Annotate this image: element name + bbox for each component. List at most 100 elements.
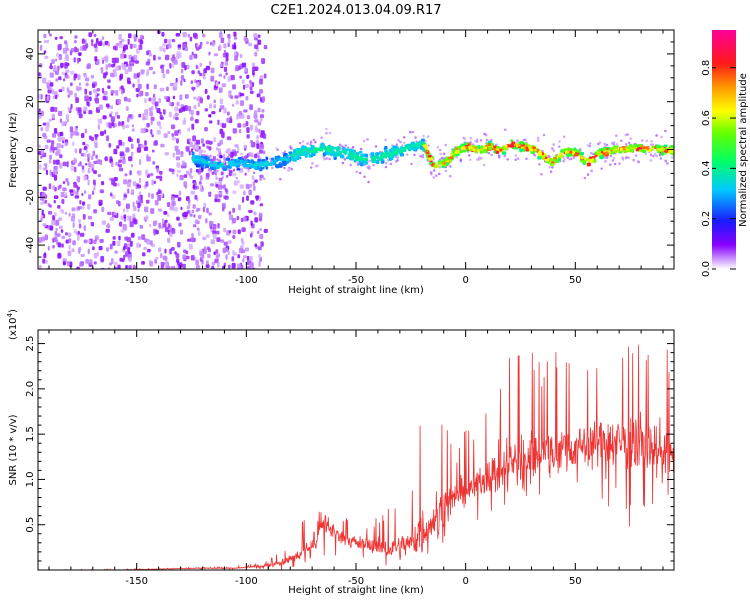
signal-cell bbox=[244, 161, 247, 164]
noise-cell bbox=[178, 190, 182, 196]
noise-cell bbox=[259, 256, 262, 262]
noise-cell bbox=[131, 124, 134, 128]
noise-cell bbox=[108, 177, 111, 181]
noise-cell bbox=[173, 115, 176, 120]
signal-cell bbox=[259, 164, 263, 167]
signal-halo-cell bbox=[438, 172, 441, 176]
signal-cell bbox=[195, 155, 200, 159]
noise-cell bbox=[90, 163, 95, 169]
noise-cell bbox=[240, 237, 244, 244]
noise-cell bbox=[240, 217, 244, 223]
noise-cell bbox=[239, 100, 244, 107]
noise-cell bbox=[142, 113, 145, 117]
noise-cell bbox=[227, 76, 231, 82]
noise-cell bbox=[232, 250, 235, 256]
signal-cell bbox=[309, 147, 313, 151]
signal-cell bbox=[602, 148, 607, 151]
signal-halo-cell bbox=[338, 143, 342, 147]
signal-cell bbox=[655, 148, 660, 152]
noise-cell bbox=[130, 232, 135, 238]
noise-cell bbox=[83, 239, 88, 244]
signal-halo-cell bbox=[586, 144, 590, 147]
noise-cell bbox=[239, 53, 243, 58]
noise-cell bbox=[227, 33, 231, 38]
noise-cell bbox=[158, 247, 162, 252]
noise-cell bbox=[235, 100, 239, 105]
signal-cell bbox=[387, 154, 392, 157]
noise-cell bbox=[64, 120, 68, 125]
noise-cell bbox=[107, 42, 110, 47]
noise-cell bbox=[255, 125, 258, 131]
signal-cell bbox=[393, 151, 399, 155]
noise-cell bbox=[260, 241, 264, 247]
signal-cell bbox=[194, 162, 197, 165]
noise-cell bbox=[179, 94, 183, 101]
colorbar-tick-label: 0.0 bbox=[701, 261, 712, 277]
signal-halo-cell bbox=[514, 158, 517, 161]
noise-cell bbox=[162, 255, 167, 261]
signal-cell bbox=[426, 154, 429, 158]
noise-cell bbox=[223, 241, 228, 246]
noise-cell bbox=[91, 83, 96, 89]
noise-cell bbox=[258, 149, 264, 154]
signal-halo-cell bbox=[346, 146, 350, 150]
signal-halo-cell bbox=[216, 158, 219, 161]
signal-cell bbox=[333, 153, 338, 158]
noise-cell bbox=[39, 264, 42, 269]
signal-cell bbox=[293, 149, 297, 154]
noise-cell bbox=[149, 110, 153, 117]
noise-cell bbox=[180, 152, 184, 158]
noise-cell bbox=[64, 40, 68, 45]
signal-cell bbox=[538, 152, 543, 157]
signal-cell bbox=[384, 148, 388, 153]
noise-cell bbox=[71, 207, 76, 212]
signal-halo-cell bbox=[328, 131, 332, 135]
signal-halo-cell bbox=[359, 147, 363, 151]
noise-cell bbox=[120, 53, 124, 59]
signal-halo-cell bbox=[474, 139, 477, 143]
signal-halo-cell bbox=[262, 177, 266, 180]
signal-cell bbox=[265, 156, 269, 161]
noise-cell bbox=[171, 63, 175, 69]
noise-cell bbox=[176, 216, 180, 221]
noise-cell bbox=[133, 264, 136, 269]
noise-cell bbox=[138, 44, 143, 50]
signal-halo-cell bbox=[384, 165, 388, 169]
signal-cell bbox=[455, 147, 458, 151]
signal-halo-cell bbox=[368, 165, 371, 168]
noise-cell bbox=[65, 43, 69, 49]
signal-cell bbox=[479, 150, 483, 154]
noise-cell bbox=[166, 202, 171, 207]
noise-cell bbox=[164, 226, 169, 233]
noise-cell bbox=[102, 95, 106, 101]
noise-cell bbox=[194, 194, 198, 200]
noise-cell bbox=[176, 162, 181, 168]
noise-cell bbox=[145, 92, 149, 97]
noise-cell bbox=[115, 43, 120, 47]
noise-cell bbox=[206, 234, 210, 238]
signal-halo-cell bbox=[310, 166, 313, 169]
noise-cell bbox=[52, 215, 56, 221]
noise-cell bbox=[56, 52, 60, 57]
noise-cell bbox=[232, 217, 237, 223]
noise-cell bbox=[74, 35, 78, 39]
noise-cell bbox=[202, 236, 207, 241]
noise-cell bbox=[87, 248, 90, 255]
noise-cell bbox=[38, 72, 41, 77]
noise-cell bbox=[176, 169, 181, 173]
signal-cell bbox=[488, 146, 493, 150]
noise-cell bbox=[93, 33, 97, 38]
noise-cell bbox=[160, 262, 165, 266]
signal-halo-cell bbox=[590, 151, 593, 155]
noise-cell bbox=[72, 159, 77, 164]
colorbar-label: Normalized spectral amplitude bbox=[738, 73, 749, 227]
y-tick-label: 2.0 bbox=[25, 381, 36, 397]
noise-cell bbox=[57, 205, 61, 209]
signal-halo-cell bbox=[469, 137, 473, 140]
noise-cell bbox=[176, 101, 180, 107]
noise-cell bbox=[155, 256, 159, 260]
noise-cell bbox=[170, 57, 175, 61]
signal-cell bbox=[391, 154, 394, 159]
signal-cell bbox=[661, 151, 664, 156]
signal-halo-cell bbox=[247, 169, 250, 173]
